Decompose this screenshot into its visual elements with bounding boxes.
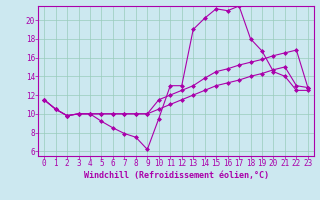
X-axis label: Windchill (Refroidissement éolien,°C): Windchill (Refroidissement éolien,°C) — [84, 171, 268, 180]
